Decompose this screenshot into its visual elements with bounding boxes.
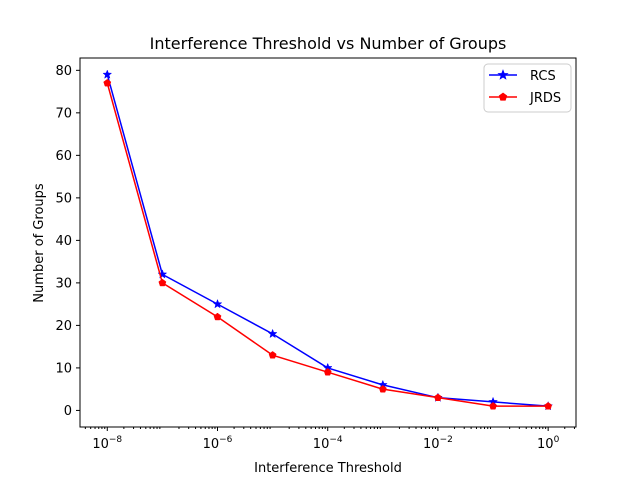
- x-tick-label: 10−8: [92, 435, 122, 452]
- x-tick-label-base: 10: [203, 437, 220, 452]
- y-axis-ticks: 0 10 20 30 40 50 60 70 80: [55, 64, 80, 419]
- y-tick-label: 20: [55, 319, 72, 334]
- y-tick-label: 10: [55, 361, 72, 376]
- data-point-jrds: [544, 402, 553, 410]
- legend-label-jrds: JRDS: [529, 91, 561, 106]
- legend-label-rcs: RCS: [530, 69, 556, 84]
- y-tick-label: 80: [55, 64, 72, 79]
- x-tick-label-base: 10: [537, 437, 554, 452]
- x-tick-label-base: 10: [92, 437, 109, 452]
- x-tick-label-exponent: 0: [554, 435, 560, 445]
- data-point-jrds: [103, 78, 112, 87]
- x-tick-label: 10−4: [313, 435, 343, 452]
- data-point-rcs: [267, 328, 278, 339]
- data-point-rcs: [212, 298, 223, 309]
- x-axis-label: Interference Threshold: [254, 461, 402, 476]
- y-tick-label: 50: [55, 191, 72, 206]
- y-tick-label: 60: [55, 149, 72, 164]
- series-layer: [102, 69, 554, 411]
- data-point-jrds: [434, 393, 442, 401]
- x-tick-label-exponent: −2: [440, 435, 453, 445]
- data-point-jrds: [213, 312, 222, 321]
- data-point-rcs: [102, 69, 113, 79]
- y-axis-label: Number of Groups: [32, 183, 47, 303]
- data-point-jrds: [489, 402, 497, 410]
- x-tick-label-base: 10: [423, 437, 440, 452]
- x-tick-label: 10−2: [423, 435, 453, 452]
- x-tick-label-base: 10: [313, 437, 330, 452]
- data-point-jrds: [323, 368, 332, 376]
- data-point-jrds: [378, 385, 387, 393]
- y-tick-label: 30: [55, 276, 72, 291]
- data-point-jrds: [158, 278, 167, 287]
- series-jrds: [103, 78, 553, 410]
- chart-title: Interference Threshold vs Number of Grou…: [150, 34, 507, 53]
- data-point-jrds: [268, 351, 277, 359]
- x-tick-label: 10−6: [203, 435, 233, 452]
- y-tick-label: 0: [64, 404, 72, 419]
- x-tick-label: 100: [537, 435, 560, 452]
- x-tick-label-exponent: −4: [329, 435, 343, 445]
- x-tick-label-exponent: −6: [219, 435, 233, 445]
- legend: RCS JRDS: [483, 63, 572, 113]
- y-tick-label: 70: [55, 106, 72, 121]
- legend-marker-jrds: [498, 92, 508, 101]
- legend-marker-rcs: [497, 69, 509, 80]
- y-tick-label: 40: [55, 234, 72, 249]
- x-tick-label-exponent: −8: [109, 435, 123, 445]
- x-axis-ticks: 10−8 10−6 10−4 10−2 100: [84, 427, 575, 452]
